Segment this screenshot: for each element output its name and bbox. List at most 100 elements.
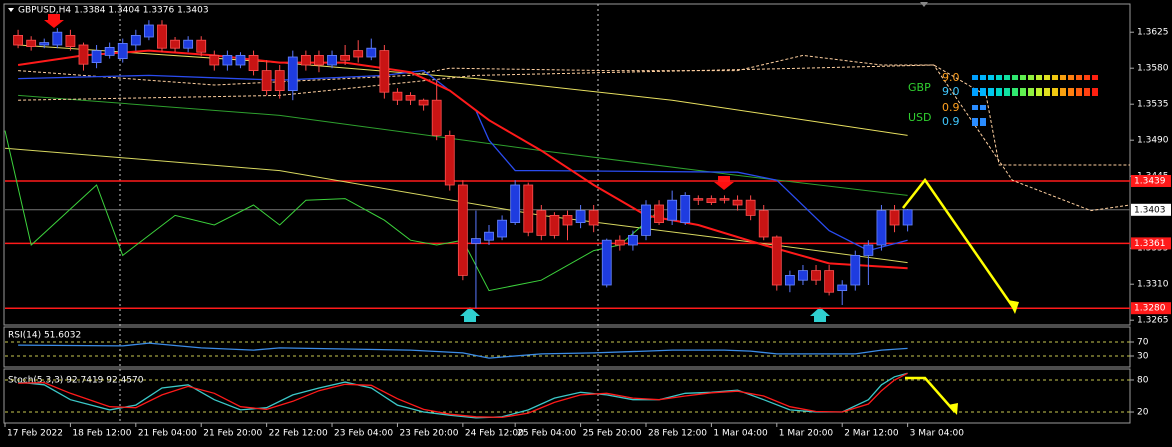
candle-body [628,234,638,246]
strength-cell [1004,88,1010,96]
candle-body [444,134,455,186]
candle-body [745,199,756,216]
x-tick-label: 18 Feb 12:00 [72,429,131,439]
candle-body [91,50,102,63]
x-tick-label: 1 Mar 20:00 [779,429,834,439]
candle-body [850,254,861,286]
candle-body [222,55,233,66]
candle-body [65,35,76,48]
strength-cell [972,88,978,96]
candle-body [798,270,808,281]
candle-body [876,210,887,246]
strength-cell [972,118,978,126]
forecast-arrow [905,376,956,413]
shift-marker [920,2,928,7]
current-price-label: 1.3403 [1134,205,1166,215]
candle-body [261,70,272,91]
y-tick-label: 1.3310 [1137,280,1169,290]
candle-body [170,39,180,49]
strength-cell [1044,88,1050,96]
y-tick-label: 1.3625 [1137,28,1169,38]
candle-body [497,219,507,238]
candle-body [588,210,599,226]
indicator-line [18,54,1130,166]
candle-body [811,270,821,281]
stoch-title: Stoch(5,3,3) 92.7419 92.4570 [8,376,144,386]
candle-body [196,39,207,53]
candle-body [52,31,63,46]
candle-body [719,198,730,201]
candle-body [143,24,154,38]
strength-cell [996,88,1002,96]
strength-cell [980,118,986,126]
candle-body [784,274,795,286]
x-tick-label: 2 Mar 12:00 [844,429,899,439]
x-tick-label: 3 Mar 04:00 [910,429,965,439]
candle-body [183,39,194,49]
candle-body [614,239,625,246]
x-tick-label: 22 Feb 12:00 [269,429,328,439]
strength-cell [1068,88,1074,96]
currency-name: GBP [908,81,931,94]
x-tick-label: 24 Feb 12:00 [465,429,524,439]
strength-value: 0.9 [942,101,960,114]
candle-body [471,238,481,244]
strength-cell [972,105,978,110]
y-tick-label: 1.3490 [1137,136,1169,146]
y-tick-label: 1.3265 [1137,316,1169,326]
candle-body [405,95,416,101]
strength-cell [1012,75,1018,80]
candle-body [104,47,115,56]
strength-cell [1084,88,1090,96]
candle-body [536,210,547,236]
candle-body [837,284,848,291]
level-label: 1.3280 [1134,304,1166,314]
strength-cell [1036,88,1042,96]
arrow-head [948,403,958,415]
candle-body [771,236,782,286]
strength-cell [1028,75,1034,80]
level-label: 1.3361 [1134,239,1166,249]
strength-cell [1052,88,1058,96]
x-tick-label: 23 Feb 20:00 [399,429,458,439]
strength-cell [1020,88,1026,96]
sell-arrow [44,14,64,28]
x-tick-label: 25 Feb 04:00 [517,429,576,439]
x-tick-label: 1 Mar 04:00 [713,429,768,439]
candle-body [300,55,311,66]
sell-arrow [714,176,734,190]
candle-body [562,214,573,226]
buy-arrow [810,307,830,322]
price-tag [1131,203,1171,216]
candle-body [327,55,337,66]
strength-cell [988,88,994,96]
x-tick-label: 21 Feb 20:00 [203,429,262,439]
indicator-line [18,44,908,136]
candle-body [209,55,220,66]
strength-cell [1068,75,1074,80]
strength-cell [1036,75,1042,80]
strength-cell [980,75,986,80]
strength-cell [1004,75,1010,80]
forecast-arrow [902,177,1017,311]
candle-body [680,194,691,223]
candle-body [732,199,743,206]
currency-name: USD [908,111,932,124]
chart-header: GBPUSD,H4 1.3384 1.3404 1.3376 1.3403 [18,6,209,16]
indicator-line [18,69,908,252]
y-tick-label: 20 [1137,408,1149,418]
candle-body [601,239,612,286]
candle-body [457,184,468,276]
level-tag [1131,302,1171,315]
indicator-line [18,64,1131,212]
candle-body [39,42,50,46]
candle-body [392,91,403,101]
buy-arrow [460,307,480,322]
strength-cell [1084,75,1090,80]
indicator-line [4,130,660,292]
strength-cell [1060,75,1066,80]
candle-body [549,214,560,236]
rsi-panel [3,326,1131,368]
candle-body [654,204,664,224]
